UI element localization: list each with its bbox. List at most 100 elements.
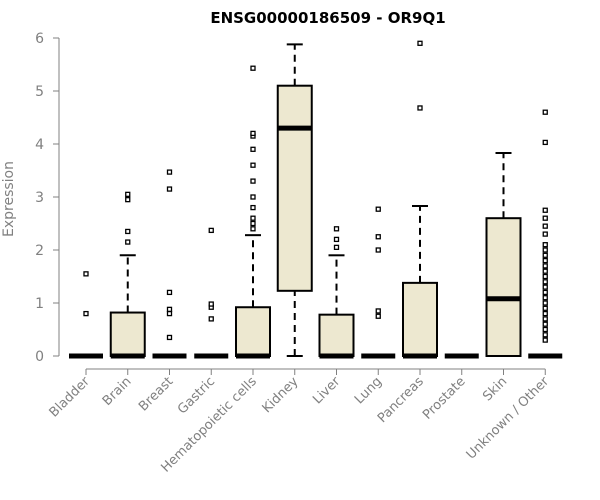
outlier-point xyxy=(250,220,256,227)
outlier-point xyxy=(166,169,173,175)
box xyxy=(485,217,522,357)
outlier-point xyxy=(125,196,131,203)
outlier-point xyxy=(542,223,548,229)
y-tick-label: 2 xyxy=(35,243,44,259)
outlier-point xyxy=(333,226,340,232)
outlier-point xyxy=(542,247,548,253)
box-group xyxy=(109,191,146,359)
outlier-point xyxy=(417,105,423,111)
outlier-point xyxy=(542,263,548,269)
box-group xyxy=(361,206,396,359)
box xyxy=(109,311,146,358)
x-tick-label: Lung xyxy=(352,374,385,407)
outlier-point xyxy=(125,191,131,198)
outlier-point xyxy=(542,273,548,280)
outlier-point xyxy=(83,271,89,277)
box-group xyxy=(318,226,355,359)
outlier-point xyxy=(542,321,548,327)
outlier-point xyxy=(333,236,340,243)
outlier-point xyxy=(542,326,548,333)
y-axis-label: Expression xyxy=(1,161,17,237)
outlier-point xyxy=(375,308,381,314)
outlier-point xyxy=(125,239,131,245)
outlier-point xyxy=(250,65,256,71)
outlier-point xyxy=(166,310,173,317)
outlier-point xyxy=(542,109,548,115)
outlier-point xyxy=(542,284,548,290)
box-group xyxy=(235,65,271,359)
outlier-point xyxy=(166,186,173,192)
x-tick-label: Brain xyxy=(100,374,135,409)
y-tick-label: 6 xyxy=(35,31,44,47)
y-tick-label: 1 xyxy=(35,296,44,312)
box xyxy=(276,84,313,292)
outlier-point xyxy=(250,204,256,211)
y-tick-label: 0 xyxy=(35,349,44,365)
box-group xyxy=(402,40,438,359)
outlier-point xyxy=(542,305,548,311)
outlier-point xyxy=(542,268,548,274)
outlier-point xyxy=(166,306,173,313)
outlier-point xyxy=(542,231,548,237)
outlier-point xyxy=(375,206,381,212)
outlier-point xyxy=(542,316,548,322)
outlier-point xyxy=(542,207,548,213)
outlier-point xyxy=(250,130,256,137)
outlier-point xyxy=(166,289,173,296)
outlier-point xyxy=(542,332,548,338)
y-tick-label: 5 xyxy=(35,84,44,100)
box-group xyxy=(69,271,103,359)
outlier-point xyxy=(542,139,548,146)
outlier-point xyxy=(542,215,548,221)
box-group xyxy=(528,109,563,359)
box-group xyxy=(485,152,522,357)
x-tick-label: Breast xyxy=(136,374,176,414)
outlier-point xyxy=(375,247,381,253)
outlier-point xyxy=(250,226,256,232)
outlier-point xyxy=(542,252,548,258)
outlier-point xyxy=(250,194,256,200)
box-group xyxy=(276,43,313,357)
outlier-point xyxy=(250,178,256,184)
chart-title: ENSG00000186509 - OR9Q1 xyxy=(210,9,445,27)
x-tick-label: Kidney xyxy=(260,374,302,416)
outlier-point xyxy=(208,316,214,322)
box xyxy=(318,313,355,358)
box xyxy=(402,281,438,357)
boxes xyxy=(69,40,563,359)
outlier-point xyxy=(208,227,214,234)
outlier-point xyxy=(375,313,381,319)
outlier-point xyxy=(83,310,89,317)
outlier-point xyxy=(166,334,173,341)
x-tick-label: Prostate xyxy=(420,374,468,422)
box xyxy=(235,306,271,357)
x-tick-label: Unknown / Other xyxy=(464,374,553,463)
outlier-point xyxy=(250,146,256,152)
outlier-point xyxy=(417,40,423,46)
outlier-point xyxy=(542,289,548,296)
outlier-point xyxy=(250,215,256,221)
y-tick-label: 3 xyxy=(35,190,44,206)
x-tick-label: Skin xyxy=(480,374,510,404)
x-tick-label: Liver xyxy=(310,374,344,408)
box-group xyxy=(152,169,187,359)
outlier-point xyxy=(250,162,256,168)
outlier-point xyxy=(542,242,548,248)
outlier-point xyxy=(542,295,548,301)
box-group xyxy=(194,227,229,359)
outlier-point xyxy=(125,228,131,235)
outlier-point xyxy=(375,234,381,240)
outlier-point xyxy=(542,337,548,343)
outlier-point xyxy=(333,244,340,251)
outlier-point xyxy=(542,279,548,285)
outlier-point xyxy=(542,310,548,317)
x-tick-label: Pancreas xyxy=(375,374,427,426)
outlier-point xyxy=(208,301,214,307)
y-axis: 0 1 2 3 4 5 6 xyxy=(35,31,60,365)
y-tick-label: 4 xyxy=(35,137,44,153)
x-tick-label: Bladder xyxy=(47,374,94,421)
outlier-point xyxy=(542,257,548,264)
